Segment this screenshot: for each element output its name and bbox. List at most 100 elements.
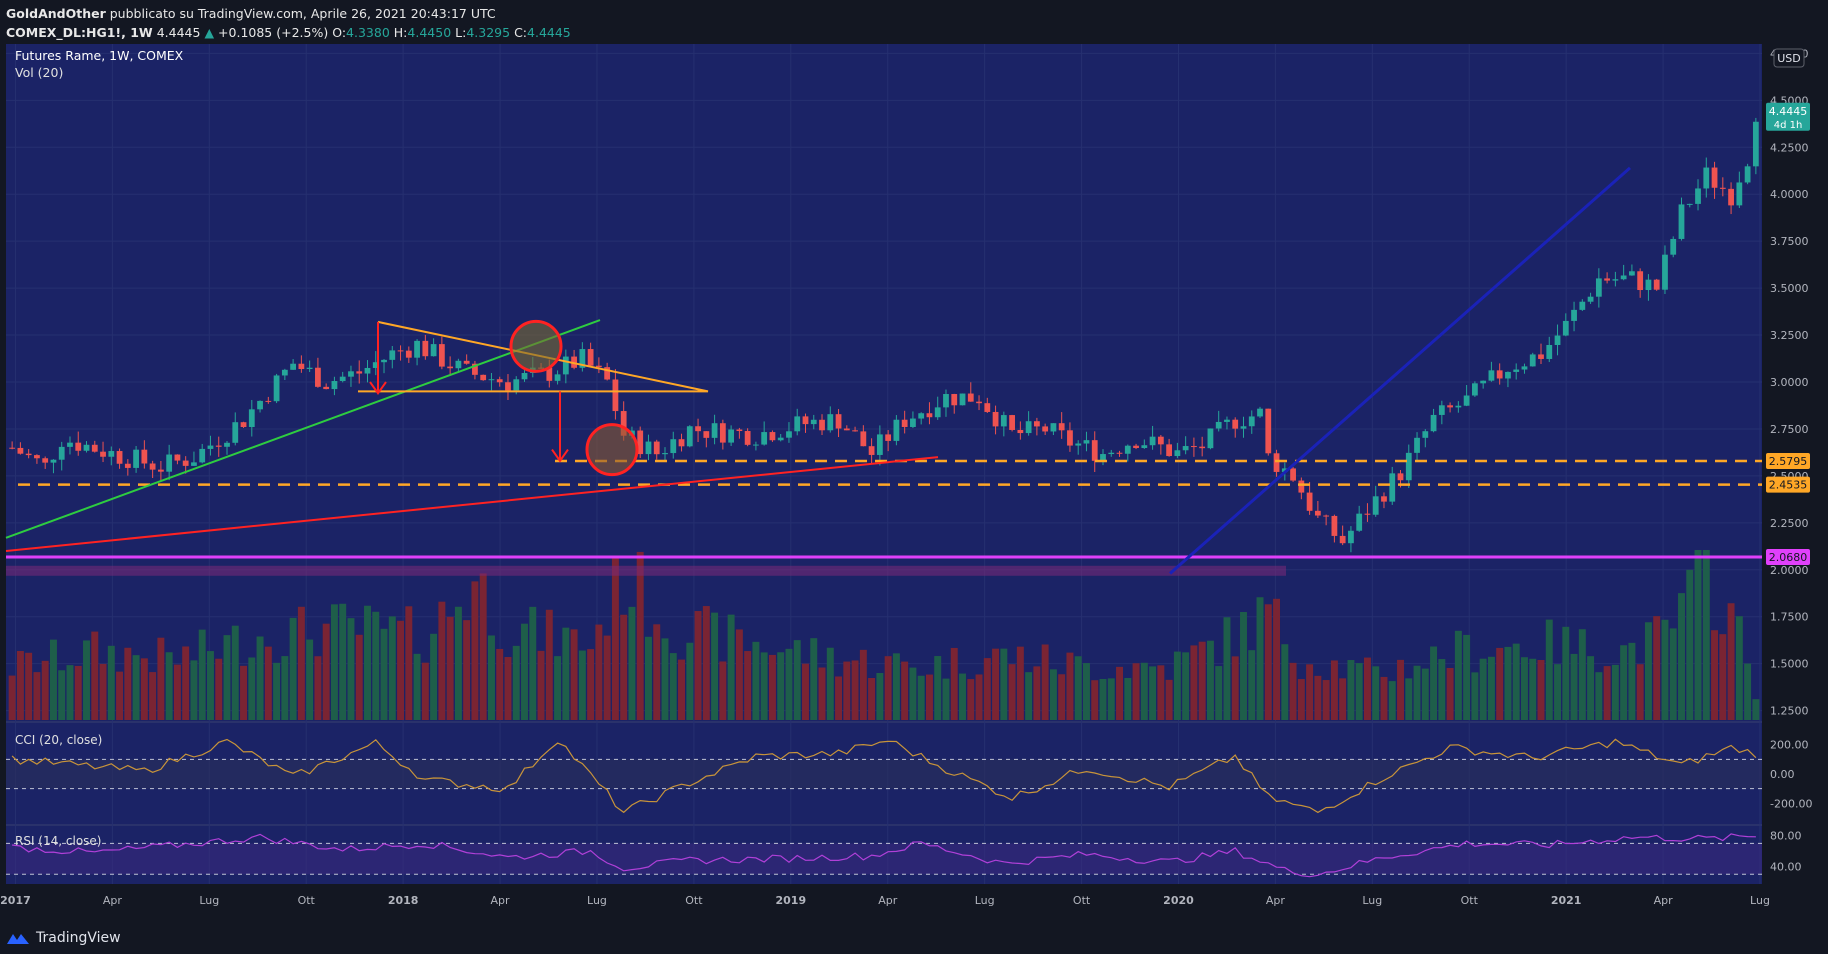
volume-bar [1140,662,1148,720]
cci-tick-label: 200.00 [1770,739,1809,752]
candle-body [9,447,16,449]
volume-bar [1628,642,1636,720]
pane-title: Futures Rame, 1W, COMEX [15,48,184,63]
volume-bar [231,625,239,720]
volume-bar [149,672,157,720]
volume-bar [248,657,256,720]
footer-brand[interactable]: TradingView [6,930,121,946]
open-label: O: [332,25,347,40]
candle-body [182,460,189,466]
candle-body [1422,431,1429,438]
cci-line [11,738,1757,814]
rsi-label: RSI (14, close) [15,834,101,848]
candle-body [860,431,867,447]
volume-bar [587,649,595,720]
volume-bar [1000,648,1008,720]
candle-body [75,442,82,451]
x-tick-label: Apr [1654,894,1674,907]
volume-bar [1595,672,1603,720]
x-tick-label: Ott [1461,894,1479,907]
volume-bar [421,662,429,720]
volume-bar [843,661,851,720]
volume-bar [669,653,677,720]
volume-bar [1215,666,1223,720]
ohlc-line: COMEX_DL:HG1!, 1W 4.4445 ▲ +0.1085 (+2.5… [6,23,571,42]
volume-bar [1083,663,1090,720]
volume-bar [1099,678,1107,720]
x-tick-label: Lug [1362,894,1382,907]
candle-body [488,379,495,381]
x-tick-label: Apr [103,894,123,907]
author-name[interactable]: GoldAndOther [6,6,106,21]
volume-bar [1521,657,1528,720]
volume-bar [380,628,388,720]
candle-body [265,400,272,402]
x-tick-label: Ott [298,894,316,907]
y-tick-label: 3.0000 [1770,376,1809,389]
candle-body [546,367,553,381]
candle-body [1331,515,1338,536]
volume-bar [719,661,727,720]
volume-bar [661,638,669,720]
currency-button[interactable]: USD [1773,48,1805,68]
volume-bar [1165,679,1173,720]
volume-bar [512,645,520,720]
volume-bar [116,671,124,720]
volume-bar [1058,674,1066,720]
candle-body [885,434,892,441]
volume-bar [1620,645,1628,720]
volume-bar [1678,593,1685,720]
volume-bar [355,634,363,720]
volume-bar [413,653,421,720]
x-tick-label: Ott [685,894,703,907]
volume-bar [182,646,190,720]
candle-body [1091,440,1098,461]
volume-bar [289,617,297,720]
volume-bar [1735,616,1743,720]
volume-bar [1644,622,1652,720]
volume-bar [645,636,652,720]
volume-bar [909,667,917,720]
volume-bar [521,623,528,720]
candle-body [124,463,131,468]
candle-body [1273,453,1280,472]
volume-bar [165,652,173,720]
volume-bar [1545,619,1553,720]
candle-body [876,434,883,455]
volume-bar [636,551,644,720]
volume-bar [1562,626,1570,720]
volume-bar [727,614,735,720]
y-tick-label: 3.2500 [1770,329,1809,342]
cci-pane: 200.00 0.00 -200.00 [6,738,1812,814]
candle-body [1620,275,1627,280]
y-tick-label: 1.7500 [1770,611,1809,624]
candle-body [166,454,173,472]
candle-body [753,444,759,446]
price-tag-label: 2.0680 [1769,551,1808,564]
volume-bar [496,648,504,720]
candle-body [91,444,98,452]
x-tick-label: Apr [491,894,511,907]
volume-bar [1479,658,1487,720]
volume-bar [364,605,371,720]
volume-bar [1025,672,1033,720]
candle-body [108,451,115,457]
volume-bar [760,652,768,720]
volume-bar [595,624,603,720]
candle-body [1100,454,1106,461]
volume-bar [1289,662,1297,720]
volume-bar [504,657,512,720]
volume-bar [653,624,661,720]
candle-body [1191,446,1197,448]
candle-body [381,359,387,363]
volume-bar [1314,675,1322,720]
high-label: H: [393,25,408,40]
candle-body [686,426,693,447]
candle-body [769,432,776,441]
candle-body [1637,271,1644,291]
candle-body [505,382,511,391]
volume-bar [107,645,115,720]
candle-body [438,344,445,367]
candle-body [1438,405,1445,415]
